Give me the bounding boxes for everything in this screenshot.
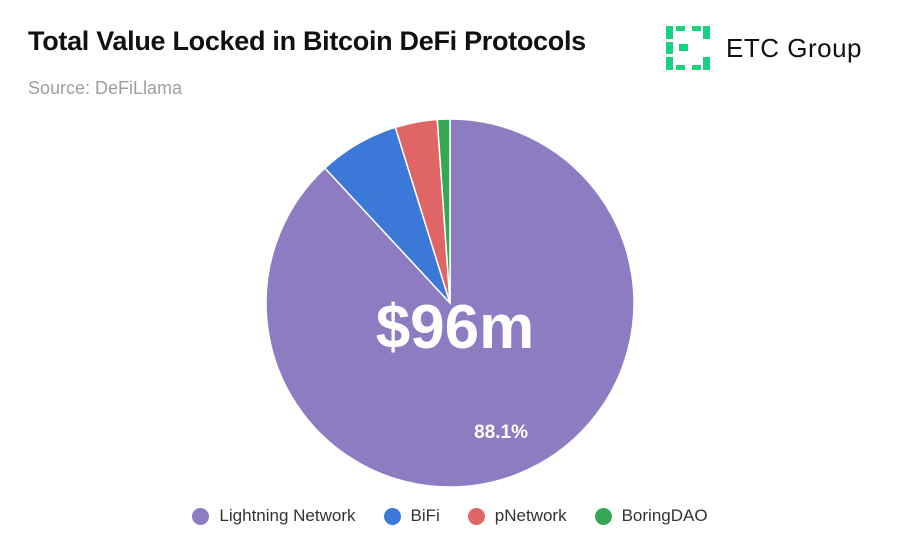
pie-slice-boringdao <box>436 118 451 304</box>
chart-legend: Lightning Network BiFi pNetwork BoringDAO <box>0 506 900 526</box>
legend-label: Lightning Network <box>219 506 356 525</box>
chart-title: Total Value Locked in Bitcoin DeFi Proto… <box>28 26 586 56</box>
legend-item: pNetwork <box>467 506 567 526</box>
legend-item: BoringDAO <box>594 506 708 526</box>
legend-swatch <box>467 507 485 525</box>
legend-swatch <box>192 507 210 525</box>
legend-item: BiFi <box>383 506 440 526</box>
chart-source: Source: DeFiLlama <box>28 78 183 98</box>
brand-logo: ETC Group <box>664 24 862 72</box>
legend-label: BoringDAO <box>621 506 708 525</box>
legend-swatch <box>383 507 401 525</box>
legend-label: BiFi <box>410 506 440 525</box>
etc-group-logo-icon <box>666 26 710 70</box>
legend-item: Lightning Network <box>192 506 356 526</box>
center-total-label: $96m <box>376 293 535 362</box>
brand-name: ETC Group <box>726 32 862 63</box>
legend-label: pNetwork <box>494 506 567 525</box>
legend-swatch <box>594 507 612 525</box>
slice-label: 88.1% <box>474 422 528 443</box>
